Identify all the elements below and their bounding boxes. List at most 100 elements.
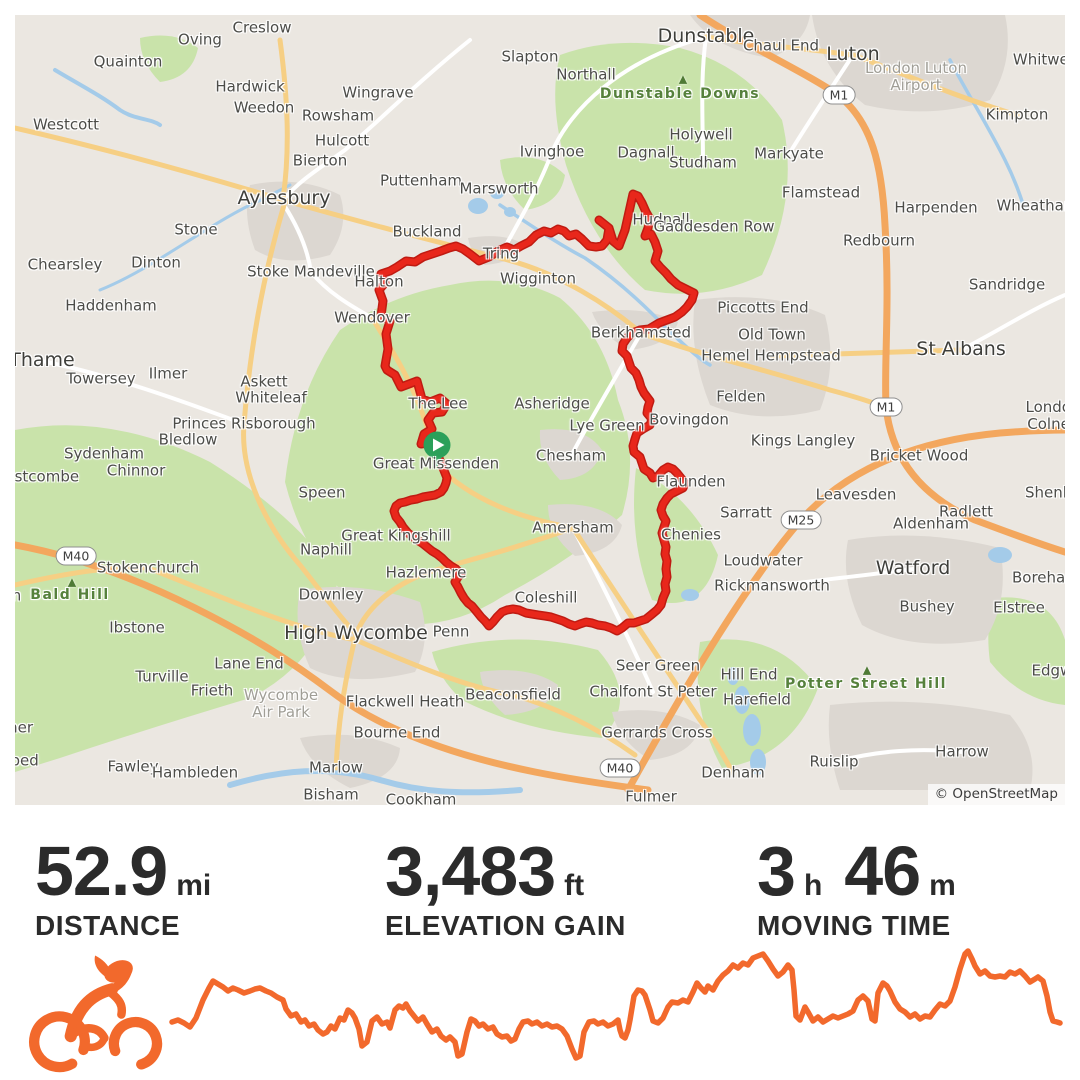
map-label: Marsworth <box>459 179 539 198</box>
map-label: Piccotts End <box>717 298 809 317</box>
map-label: St Albans <box>916 338 1006 361</box>
map-label: Kings Langley <box>750 431 856 450</box>
elevation-unit: ft <box>564 869 585 902</box>
map-label: Wigginton <box>500 269 576 288</box>
map-label: Postcombe <box>15 467 80 486</box>
map-label: Seer Green <box>615 656 701 675</box>
map-label: Lane End <box>214 654 284 673</box>
map-labels: Creslow Oving Quainton Hardwick Weedon Wingra… <box>15 15 1065 805</box>
map-label: Beaconsfield <box>465 685 561 704</box>
map-label: Flaunden <box>656 472 726 491</box>
map-label: Chalfont St Peter <box>589 682 717 701</box>
peak-icon: ▲ <box>862 663 872 677</box>
route-map[interactable]: Creslow Oving Quainton Hardwick Weedon Wingra… <box>15 15 1065 805</box>
map-label: ton <box>15 586 22 605</box>
map-label: Chesham <box>535 446 607 465</box>
map-label: Bald Hill <box>30 586 110 603</box>
map-label: Dunstable <box>657 25 755 48</box>
map-label: Marlow <box>309 758 363 777</box>
map-label: Creslow <box>232 18 292 37</box>
map-label: Asheridge <box>514 394 590 413</box>
distance-value: 52.9 <box>35 832 168 910</box>
map-label: Fulmer <box>625 787 677 805</box>
map-label: Frieth <box>190 681 234 700</box>
map-label: Markyate <box>754 144 824 163</box>
map-label: Sydenham <box>64 444 144 463</box>
map-label: Wycombe Air Park <box>243 685 319 721</box>
time-hours-unit: h <box>803 869 823 902</box>
map-label: Rowsham <box>301 106 375 125</box>
map-label: Chinnor <box>106 461 166 480</box>
map-label: Puttenham <box>379 171 463 190</box>
map-label: Hill End <box>720 665 778 684</box>
map-label: Bisham <box>303 785 359 804</box>
map-label: Ivinghoe <box>519 142 585 161</box>
map-label: Askett <box>240 372 288 391</box>
map-label: Edgware <box>1031 661 1065 680</box>
map-label: Borehamwood <box>1012 568 1065 587</box>
map-label: Hardwick <box>215 77 285 96</box>
map-label: Bovingdon <box>649 410 729 429</box>
map-label: Holywell <box>669 125 733 144</box>
map-label: Potter Street Hill <box>785 675 947 692</box>
map-label: Berkhamsted <box>590 323 692 342</box>
map-label: Whiteleaf <box>235 388 307 407</box>
map-label: Ilmer <box>148 364 188 383</box>
road-shield: M1 <box>869 397 903 417</box>
map-label: Sarratt <box>720 503 772 522</box>
map-label: Bledlow <box>158 430 218 449</box>
time-label: MOVING TIME <box>757 910 951 941</box>
map-label: Felden <box>716 387 766 406</box>
map-label: Chaul End <box>742 36 820 55</box>
map-label: Loudwater <box>723 551 803 570</box>
map-label: Turville <box>135 667 189 686</box>
map-label: Aldenham <box>893 514 969 533</box>
motorways <box>15 15 1065 794</box>
distance-label: DISTANCE <box>35 910 181 941</box>
map-label: Elstree <box>993 598 1045 617</box>
map-label: Halton <box>354 272 404 291</box>
map-label: Hambleden <box>151 763 239 782</box>
road-shield: M40 <box>55 546 97 566</box>
map-label: Slapton <box>501 47 559 66</box>
map-label: Chenies <box>661 525 721 544</box>
map-label: Hulcott <box>314 131 370 150</box>
map-label: Sandridge <box>968 275 1046 294</box>
peak-icon: ▲ <box>67 575 77 589</box>
map-label: Cookham <box>385 790 457 805</box>
elevation-value: 3,483 <box>385 832 556 910</box>
distance-unit: mi <box>176 869 212 902</box>
map-label: Speen <box>298 483 346 502</box>
map-label: Hazlemere <box>385 563 467 582</box>
map-label: Haddenham <box>65 296 157 315</box>
minor-roads <box>40 35 1065 764</box>
map-label: Shenley <box>1024 483 1065 502</box>
map-label: Watford <box>875 557 951 580</box>
road-shield: M25 <box>780 510 822 530</box>
map-label: Leavesden <box>815 485 897 504</box>
osm-attribution[interactable]: © OpenStreetMap <box>927 784 1065 805</box>
map-label: Quainton <box>93 52 163 71</box>
map-label: Denham <box>701 763 765 782</box>
lakes <box>468 187 1012 775</box>
map-label: Dunstable Downs <box>599 85 761 102</box>
route-start-marker[interactable] <box>423 431 451 469</box>
map-label: London Colney <box>1025 397 1065 433</box>
map-label: Thame <box>15 349 75 372</box>
map-label: Great Kingshill <box>341 526 451 545</box>
map-label: Weedon <box>233 98 295 117</box>
map-label: tlebed <box>15 751 39 770</box>
map-label: Ibstone <box>109 618 165 637</box>
map-label: Chearsley <box>27 255 103 274</box>
map-label: London Luton Airport <box>865 58 967 94</box>
map-label: Dinton <box>131 253 181 272</box>
map-label: Gaddesden Row <box>653 217 775 236</box>
road-shield: M1 <box>822 85 856 105</box>
map-label: Buckland <box>392 222 462 241</box>
map-label: Hemel Hempstead <box>701 346 841 365</box>
map-label: Radlett <box>939 502 993 521</box>
map-label: Bourne End <box>353 723 441 742</box>
map-label: Wheathampstead <box>996 196 1065 215</box>
map-label: Kimpton <box>985 105 1049 124</box>
